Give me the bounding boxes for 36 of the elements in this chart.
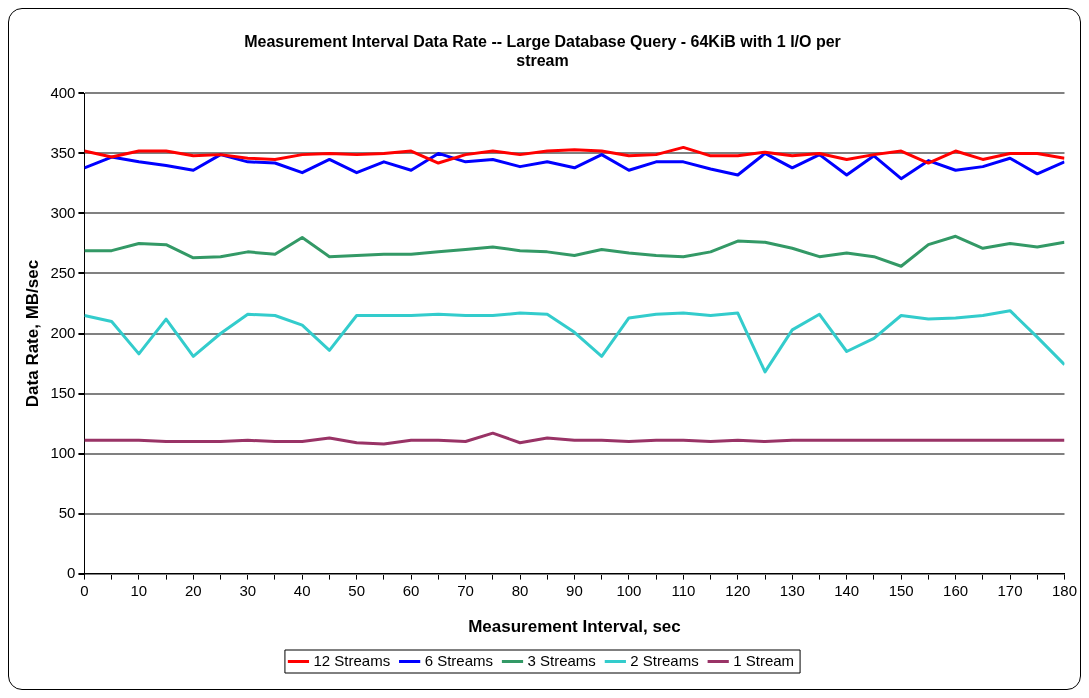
y-tick-label: 400 [50,83,76,101]
x-tick-label: 10 [130,581,148,599]
x-tick-label: 30 [239,581,257,599]
legend-label: 6 Streams [424,651,493,669]
x-tick-label: 50 [348,581,366,599]
y-tick-label: 250 [50,263,76,281]
y-tick-label: 350 [50,143,76,161]
y-tick-label: 0 [67,563,76,581]
legend-label: 3 Streams [527,651,596,669]
chart-title: Measurement Interval Data Rate -- Large Database Query - 64KiB with 1 I/O per stream [244,33,841,70]
y-tick-label: 300 [50,203,76,221]
x-tick-label: 40 [293,581,311,599]
y-tick-label: 150 [50,383,76,401]
x-tick-label: 0 [80,581,89,599]
x-tick-label: 140 [834,581,860,599]
y-axis-title: Data Rate, MB/sec [22,259,42,408]
x-tick-label: 150 [888,581,914,599]
y-tick-label: 100 [50,443,76,461]
legend-label: 12 Streams [313,651,391,669]
y-tick-label: 200 [50,323,76,341]
legend-label: 2 Streams [630,651,699,669]
x-tick-label: 160 [943,581,969,599]
x-tick-label: 90 [566,581,583,599]
x-tick-label: 60 [402,581,420,599]
x-tick-label: 100 [616,581,642,599]
x-tick-label: 120 [725,581,751,599]
x-tick-label: 110 [671,581,696,599]
x-tick-label: 80 [511,581,529,599]
x-tick-label: 20 [184,581,202,599]
x-tick-label: 70 [457,581,474,599]
x-tick-label: 180 [1051,581,1077,599]
y-tick-label: 50 [58,503,76,521]
x-axis-title: Measurement Interval, sec [468,617,681,637]
x-tick-label: 170 [997,581,1023,599]
legend-label: 1 Stream [733,651,795,669]
x-tick-label: 130 [779,581,805,599]
